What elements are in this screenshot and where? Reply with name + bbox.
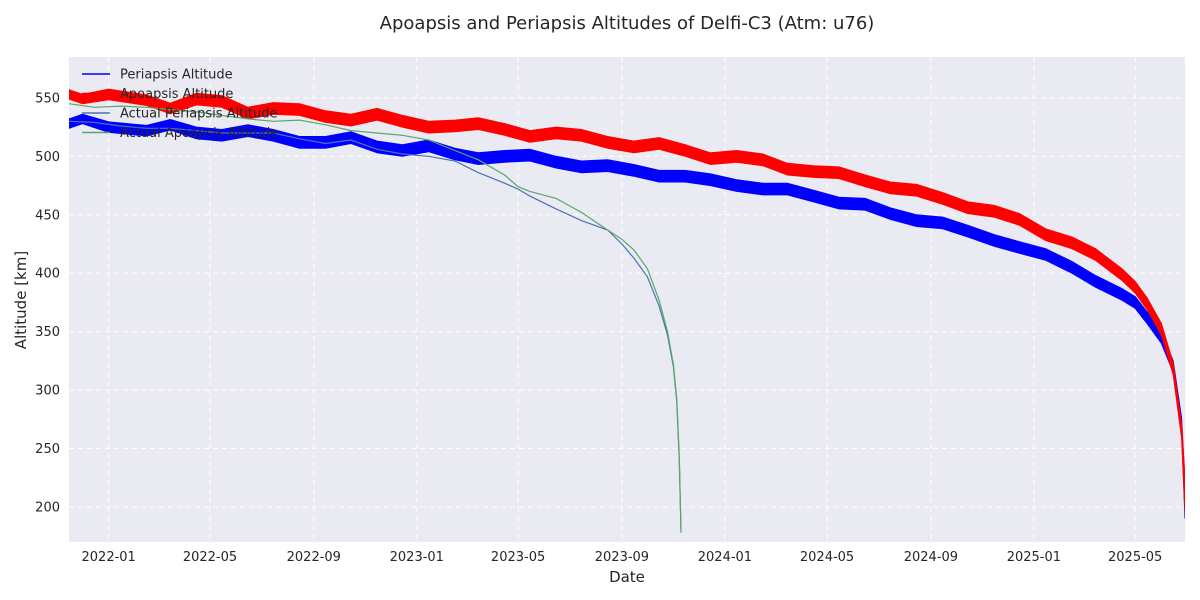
- x-tick-label: 2025-01: [1007, 550, 1061, 565]
- chart-title: Apoapsis and Periapsis Altitudes of Delf…: [380, 13, 875, 34]
- x-tick-label: 2025-05: [1108, 550, 1162, 565]
- legend-label-actual-periapsis-altitude: Actual Periapsis Altitude: [120, 107, 278, 122]
- tick-layer: 2022-01 2022-05 2022-09 2023-01 2023-05 2023-…: [35, 91, 1162, 565]
- y-tick-label: 350: [35, 325, 60, 340]
- x-tick-label: 2024-09: [904, 550, 958, 565]
- x-tick-label: 2023-01: [390, 550, 444, 565]
- x-axis-label: Date: [609, 568, 645, 586]
- actual-periapsis-altitude-line: [69, 120, 682, 531]
- x-tick-label: 2022-05: [183, 550, 237, 565]
- y-tick-label: 550: [35, 91, 60, 106]
- x-tick-label: 2022-09: [287, 550, 341, 565]
- y-tick-label: 450: [35, 208, 60, 223]
- y-axis-label: Altitude [km]: [12, 251, 30, 349]
- legend-label-periapsis-altitude: Periapsis Altitude: [120, 68, 233, 83]
- y-tick-label: 200: [35, 500, 60, 515]
- actual-apoapsis-altitude-line: [69, 103, 682, 533]
- y-tick-label: 300: [35, 384, 60, 399]
- x-tick-label: 2023-09: [595, 550, 649, 565]
- x-tick-label: 2024-01: [698, 550, 752, 565]
- x-tick-label: 2023-05: [491, 550, 545, 565]
- legend-label-apoapsis-altitude: Apoapsis Altitude: [120, 87, 233, 102]
- apoapsis-altitude-band: [69, 88, 1185, 513]
- periapsis-altitude-band: [69, 113, 1185, 519]
- legend-label-actual-apoapsis-altitude: Actual Apoapsis Altitude: [120, 126, 278, 141]
- legend: Periapsis Altitude Apoapsis Altitude Actua…: [82, 68, 278, 141]
- series-layer: [69, 88, 1185, 533]
- x-tick-label: 2022-01: [82, 550, 136, 565]
- y-tick-label: 250: [35, 442, 60, 457]
- x-tick-label: 2024-05: [800, 550, 854, 565]
- y-tick-label: 500: [35, 150, 60, 165]
- y-tick-label: 400: [35, 267, 60, 282]
